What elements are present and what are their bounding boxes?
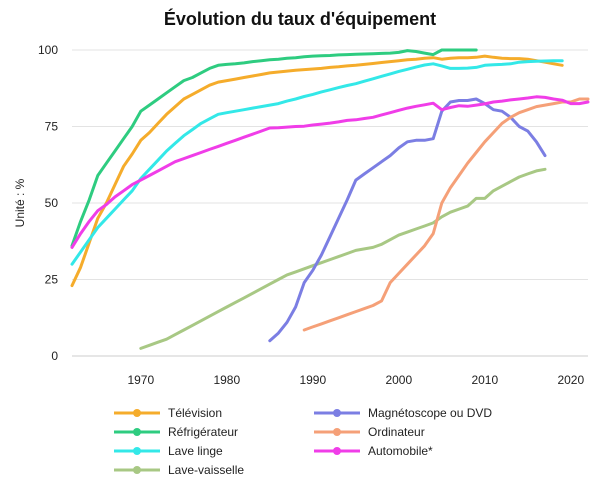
series-line-4	[268, 97, 547, 343]
series-line-0	[70, 54, 564, 288]
legend-swatch-marker	[133, 447, 141, 455]
legend-label: Automobile*	[368, 444, 433, 458]
x-tick-label: 2010	[471, 373, 498, 387]
y-tick-labels: 0 25 50 75 100	[38, 43, 58, 363]
x-tick-label: 1980	[213, 373, 240, 387]
series-line-2	[70, 59, 564, 266]
legend-label: Ordinateur	[368, 425, 425, 439]
legend-item: Télévision	[114, 406, 222, 420]
legend-item: Lave linge	[114, 444, 223, 458]
x-tick-labels: 1970 1980 1990 2000 2010 2020	[127, 373, 584, 387]
legend-swatch-marker	[133, 409, 141, 417]
legend-swatch-marker	[333, 447, 341, 455]
legend-item: Réfrigérateur	[114, 425, 238, 439]
legend-swatch-marker	[333, 428, 341, 436]
x-tick-label: 1990	[299, 373, 326, 387]
y-axis-label: Unité : %	[13, 178, 27, 227]
legend-item: Automobile*	[314, 444, 433, 458]
legend-item: Ordinateur	[314, 425, 425, 439]
legend-label: Réfrigérateur	[168, 425, 238, 439]
series-line-1	[70, 48, 478, 248]
legend-label: Télévision	[168, 406, 222, 420]
y-tick-label: 75	[45, 120, 59, 134]
legend-item: Lave-vaisselle	[114, 463, 244, 477]
legend-swatch-marker	[333, 409, 341, 417]
series-line-5	[302, 97, 590, 332]
x-tick-label: 2000	[385, 373, 412, 387]
legend: Télévision Réfrigérateur Lave linge Lave-va…	[114, 406, 492, 477]
chart-title: Évolution du taux d'équipement	[164, 8, 436, 29]
x-tick-label: 1970	[127, 373, 154, 387]
legend-swatch-marker	[133, 428, 141, 436]
series-layer	[70, 48, 590, 350]
series-line-3	[139, 167, 547, 350]
legend-label: Lave linge	[168, 444, 223, 458]
legend-swatch-marker	[133, 466, 141, 474]
y-tick-label: 100	[38, 43, 58, 57]
legend-item: Magnétoscope ou DVD	[314, 406, 492, 420]
y-tick-label: 0	[51, 349, 58, 363]
legend-label: Magnétoscope ou DVD	[368, 406, 492, 420]
x-tick-label: 2020	[557, 373, 584, 387]
grid-layer	[72, 49, 588, 357]
series-line-6	[70, 95, 590, 249]
y-tick-label: 25	[45, 273, 59, 287]
y-tick-label: 50	[45, 196, 59, 210]
legend-label: Lave-vaisselle	[168, 463, 244, 477]
